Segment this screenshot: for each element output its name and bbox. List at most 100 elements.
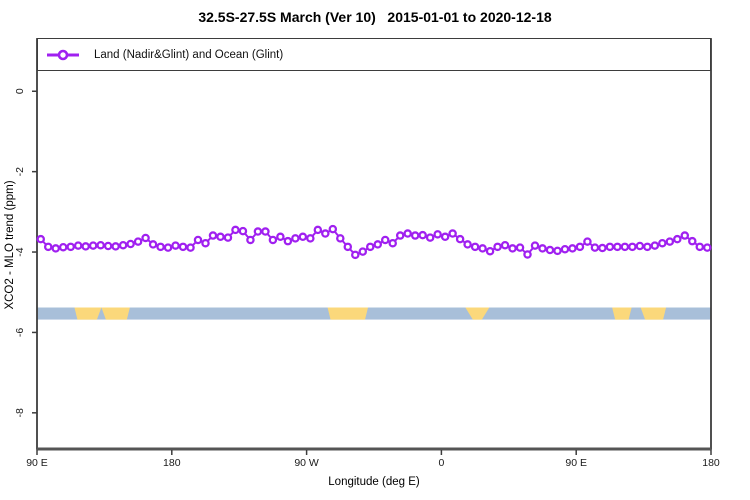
data-point bbox=[628, 242, 637, 252]
land-band-segment bbox=[640, 307, 667, 320]
data-point bbox=[73, 241, 83, 250]
y-tick-label: 0 bbox=[14, 88, 26, 94]
land-band-segment bbox=[101, 307, 130, 320]
data-point bbox=[268, 235, 278, 245]
data-point bbox=[448, 229, 457, 238]
data-point bbox=[43, 242, 53, 252]
ocean-band bbox=[37, 307, 711, 320]
data-point bbox=[321, 229, 330, 238]
y-axis-label: XCO2 - MLO trend (ppm) bbox=[4, 180, 16, 310]
land-band-segment bbox=[327, 307, 369, 320]
data-point bbox=[560, 244, 570, 254]
data-point bbox=[163, 243, 173, 252]
y-tick-label: -4 bbox=[14, 247, 26, 256]
data-point bbox=[88, 241, 98, 250]
data-point bbox=[156, 242, 165, 252]
data-point bbox=[485, 246, 495, 256]
data-point bbox=[103, 241, 113, 251]
data-point bbox=[665, 237, 675, 246]
data-point bbox=[216, 232, 225, 242]
x-axis-label: Longitude (deg E) bbox=[328, 476, 420, 488]
data-point bbox=[583, 237, 592, 246]
data-point bbox=[343, 242, 353, 252]
data-point bbox=[380, 235, 390, 245]
data-point bbox=[643, 242, 652, 252]
data-point bbox=[620, 242, 630, 252]
data-point bbox=[613, 242, 622, 252]
data-point bbox=[590, 243, 600, 252]
data-point bbox=[425, 233, 435, 242]
data-point bbox=[51, 244, 60, 253]
data-point bbox=[478, 244, 487, 253]
data-point bbox=[276, 232, 285, 242]
data-point bbox=[433, 230, 442, 239]
data-point bbox=[66, 242, 75, 252]
x-tick-label: 0 bbox=[438, 457, 444, 469]
data-point bbox=[395, 231, 405, 240]
data-point bbox=[410, 231, 420, 240]
data-point bbox=[635, 241, 645, 251]
data-point bbox=[351, 250, 360, 260]
data-point bbox=[388, 238, 397, 248]
data-point bbox=[366, 242, 375, 252]
data-point bbox=[688, 236, 697, 246]
data-point bbox=[126, 239, 135, 249]
data-point bbox=[133, 237, 143, 246]
data-point bbox=[328, 224, 338, 234]
y-tick-label: -8 bbox=[14, 408, 26, 417]
data-point bbox=[201, 238, 210, 248]
land-band-segment bbox=[465, 307, 490, 320]
data-point bbox=[463, 240, 472, 249]
data-point bbox=[650, 241, 660, 250]
legend: Land (Nadir&Glint) and Ocean (Glint) bbox=[37, 38, 711, 71]
data-point bbox=[283, 236, 293, 246]
data-point bbox=[515, 243, 525, 252]
legend-marker-icon bbox=[47, 49, 79, 60]
data-point bbox=[118, 240, 128, 250]
data-point bbox=[695, 242, 705, 252]
data-point bbox=[530, 241, 540, 250]
data-point bbox=[336, 234, 345, 243]
data-point bbox=[141, 233, 150, 243]
data-point bbox=[231, 225, 240, 235]
data-point bbox=[291, 234, 300, 243]
data-point bbox=[508, 244, 517, 253]
data-point bbox=[598, 243, 607, 253]
data-point bbox=[680, 231, 690, 240]
data-point bbox=[58, 242, 68, 252]
x-tick-label: 180 bbox=[702, 457, 720, 469]
data-point bbox=[418, 230, 427, 240]
y-tick-label: -6 bbox=[14, 328, 26, 337]
data-point bbox=[673, 234, 682, 244]
data-point bbox=[493, 242, 502, 252]
data-point bbox=[298, 232, 308, 242]
land-band-segment bbox=[612, 307, 632, 320]
data-point bbox=[523, 250, 532, 259]
data-point bbox=[306, 234, 315, 243]
data-point bbox=[455, 234, 465, 244]
data-point bbox=[96, 240, 105, 250]
data-point bbox=[186, 243, 195, 252]
data-point bbox=[575, 242, 585, 252]
data-point bbox=[470, 242, 480, 252]
data-point bbox=[538, 244, 547, 253]
chart-title: 32.5S-27.5S March (Ver 10) 2015-01-01 to… bbox=[198, 9, 552, 25]
x-tick-label: 90 W bbox=[294, 457, 319, 469]
data-point bbox=[373, 240, 382, 249]
data-point bbox=[261, 227, 270, 236]
x-tick-label: 90 E bbox=[565, 457, 587, 469]
y-tick-label: -2 bbox=[14, 167, 26, 176]
data-point bbox=[81, 242, 90, 251]
data-point bbox=[568, 244, 577, 253]
data-point bbox=[171, 241, 180, 250]
data-point bbox=[553, 246, 562, 256]
data-point bbox=[545, 245, 555, 255]
x-tick-label: 180 bbox=[163, 457, 181, 469]
data-point bbox=[178, 242, 188, 252]
data-point bbox=[148, 240, 158, 249]
legend-label: Land (Nadir&Glint) and Ocean (Glint) bbox=[94, 48, 284, 61]
data-point bbox=[313, 225, 323, 235]
x-tick-label: 90 E bbox=[26, 457, 48, 469]
